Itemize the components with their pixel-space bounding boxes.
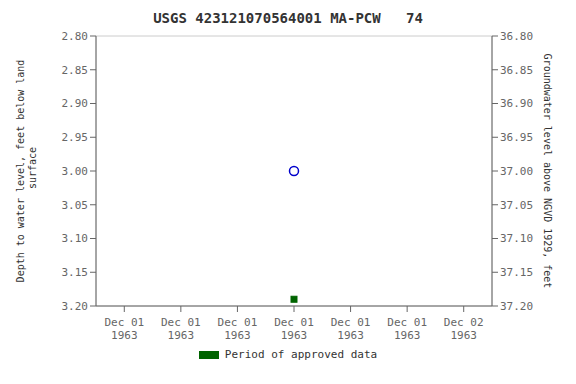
svg-text:3.20: 3.20 <box>62 300 89 313</box>
svg-text:Dec 011963: Dec 011963 <box>161 316 201 342</box>
svg-text:2.95: 2.95 <box>62 131 89 144</box>
svg-text:3.15: 3.15 <box>62 266 89 279</box>
svg-text:37.00: 37.00 <box>500 165 533 178</box>
html-text:USGS 423121070564001 MA-PCW 74: USGS 423121070564001 MA-PCW 74 <box>153 10 423 26</box>
svg-text:Depth to water level, feet bel: Depth to water level, feet below land su… <box>15 60 38 283</box>
svg-text:37.05: 37.05 <box>500 199 533 212</box>
svg-text:2.85: 2.85 <box>62 64 89 77</box>
svg-text:Groundwater level above NGVD 1: Groundwater level above NGVD 1929, feet <box>542 54 553 289</box>
svg-text:Dec 011963: Dec 011963 <box>387 316 427 342</box>
svg-text:36.85: 36.85 <box>500 64 533 77</box>
svg-text:Dec 011963: Dec 011963 <box>274 316 314 342</box>
svg-text:2.80: 2.80 <box>62 30 89 43</box>
html-text:Period of approved data: Period of approved data <box>224 348 378 361</box>
svg-text:36.90: 36.90 <box>500 97 533 110</box>
svg-text:37.20: 37.20 <box>500 300 533 313</box>
svg-text:3.00: 3.00 <box>62 165 89 178</box>
svg-text:37.15: 37.15 <box>500 266 533 279</box>
svg-text:37.10: 37.10 <box>500 232 533 245</box>
svg-text:Dec 011963: Dec 011963 <box>218 316 258 342</box>
svg-text:Dec 021963: Dec 021963 <box>444 316 484 342</box>
svg-text:Dec 011963: Dec 011963 <box>331 316 371 342</box>
svg-text:36.80: 36.80 <box>500 30 533 43</box>
svg-text:2.90: 2.90 <box>62 97 89 110</box>
svg-text:Dec 011963: Dec 011963 <box>104 316 144 342</box>
svg-text:3.05: 3.05 <box>62 199 89 212</box>
svg-text:36.95: 36.95 <box>500 131 533 144</box>
svg-text:3.10: 3.10 <box>62 232 89 245</box>
